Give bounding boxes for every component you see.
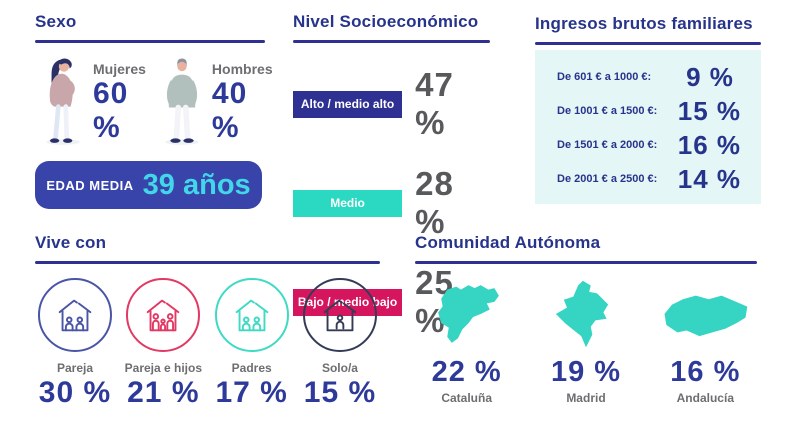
nivel-bar-alto: Alto / medio alto [293, 90, 403, 118]
woman-figure-icon [35, 52, 91, 155]
sexo-title-rule [35, 40, 265, 43]
nivel-row-medio: Medio 28 % [293, 165, 493, 241]
comunidad-label-andalucia: Andalucía [676, 391, 734, 405]
nivel-value-medio: 28 % [415, 165, 454, 240]
sexo-figures: Mujeres 60 % [35, 53, 273, 153]
nivel-value-alto: 47 % [415, 66, 454, 141]
house-single-icon [302, 278, 377, 352]
vive-title: Vive con [35, 233, 107, 252]
house-family-icon [126, 278, 201, 352]
house-couple-icon [38, 278, 112, 352]
ingresos-row-4: De 2001 € a 2500 €: 14 % [557, 162, 741, 196]
male-value: 40 % [211, 77, 248, 144]
ingresos-label-3: De 1501 € a 2000 €: [557, 139, 658, 151]
ingresos-box: De 601 € a 1000 €: 9 % De 1001 € a 1500 … [535, 50, 761, 204]
comunidad-value-andalucia: 16 % [670, 356, 741, 388]
vive-item-pareja: Pareja 30 % [35, 278, 115, 410]
nivel-title-rule [293, 40, 490, 43]
ingresos-value-4: 14 % [677, 163, 741, 194]
vive-value-pareja: 30 % [38, 376, 112, 409]
female-group: Mujeres 60 % [35, 53, 146, 153]
female-stats: Mujeres 60 % [93, 61, 146, 145]
female-label: Mujeres [93, 61, 146, 77]
vive-label-pareja: Pareja [56, 361, 94, 375]
male-group: Hombres 40 % [154, 53, 273, 153]
male-label: Hombres [211, 61, 273, 77]
ingresos-value-1: 9 % [686, 61, 734, 92]
comunidad-title-rule [415, 261, 757, 264]
ingresos-label-2: De 1001 € a 1500 €: [557, 105, 658, 117]
comunidad-value-madrid: 19 % [550, 356, 622, 388]
comunidad-label-cataluna: Cataluña [441, 391, 492, 405]
vive-value-solo: 15 % [303, 376, 377, 409]
female-value: 60 % [93, 77, 129, 144]
cataluna-map-icon [429, 276, 505, 352]
vive-label-padres: Padres [231, 361, 272, 375]
comunidad-label-madrid: Madrid [566, 391, 606, 405]
vive-item-pareja-e-hijos: Pareja e hijos 21 % [123, 278, 203, 410]
average-age-value: 39 años [142, 168, 251, 201]
house-parents-icon [214, 278, 289, 352]
vive-item-padres: Padres 17 % [212, 278, 292, 410]
ingresos-title-rule [535, 42, 761, 45]
section-vive-con: Vive con Pareja 30 % [35, 233, 380, 410]
ingresos-label-4: De 2001 € a 2500 €: [557, 173, 658, 185]
comunidad-item-madrid: 19 % Madrid [534, 276, 637, 405]
nivel-title: Nivel Socioeconómico [293, 12, 479, 31]
ingresos-row-3: De 1501 € a 2000 €: 16 % [557, 128, 741, 162]
comunidad-title: Comunidad Autónoma [415, 233, 601, 252]
comunidad-item-cataluna: 22 % Cataluña [415, 276, 518, 405]
man-figure-icon [154, 52, 210, 155]
nivel-row-alto: Alto / medio alto 47 % [293, 66, 493, 142]
ingresos-value-2: 15 % [677, 95, 741, 126]
ingresos-title: Ingresos brutos familiares [535, 14, 753, 33]
nivel-value-bajo: 25 % [415, 264, 454, 339]
andalucia-map-icon [659, 276, 751, 352]
ingresos-label-1: De 601 € a 1000 €: [557, 71, 652, 83]
section-comunidad-autonoma: Comunidad Autónoma 22 % Cataluña 19 % [415, 233, 757, 405]
vive-label-solo: Solo/a [321, 361, 358, 375]
vive-items: Pareja 30 % Pareja e hijo [35, 278, 380, 410]
nivel-bar-medio: Medio [293, 189, 403, 217]
section-sexo: Sexo [35, 12, 273, 209]
vive-item-solo: Solo/a 15 % [300, 278, 380, 410]
ingresos-row-2: De 1001 € a 1500 €: 15 % [557, 94, 741, 128]
comunidad-item-andalucia: 16 % Andalucía [654, 276, 757, 405]
vive-label-pareja-e-hijos: Pareja e hijos [124, 361, 203, 375]
average-age-label: EDAD MEDIA [46, 177, 134, 193]
ingresos-row-1: De 601 € a 1000 €: 9 % [557, 60, 741, 94]
vive-title-rule [35, 261, 380, 264]
madrid-map-icon [546, 276, 626, 352]
sexo-title: Sexo [35, 12, 77, 31]
comunidad-items: 22 % Cataluña 19 % Madrid 16 % [415, 276, 757, 405]
comunidad-value-cataluna: 22 % [431, 356, 502, 388]
section-ingresos: Ingresos brutos familiares De 601 € a 10… [535, 14, 761, 204]
vive-value-padres: 17 % [215, 376, 288, 409]
male-stats: Hombres 40 % [212, 61, 273, 145]
vive-value-pareja-e-hijos: 21 % [127, 376, 200, 409]
ingresos-value-3: 16 % [677, 129, 741, 160]
average-age-badge: EDAD MEDIA 39 años [35, 161, 262, 209]
